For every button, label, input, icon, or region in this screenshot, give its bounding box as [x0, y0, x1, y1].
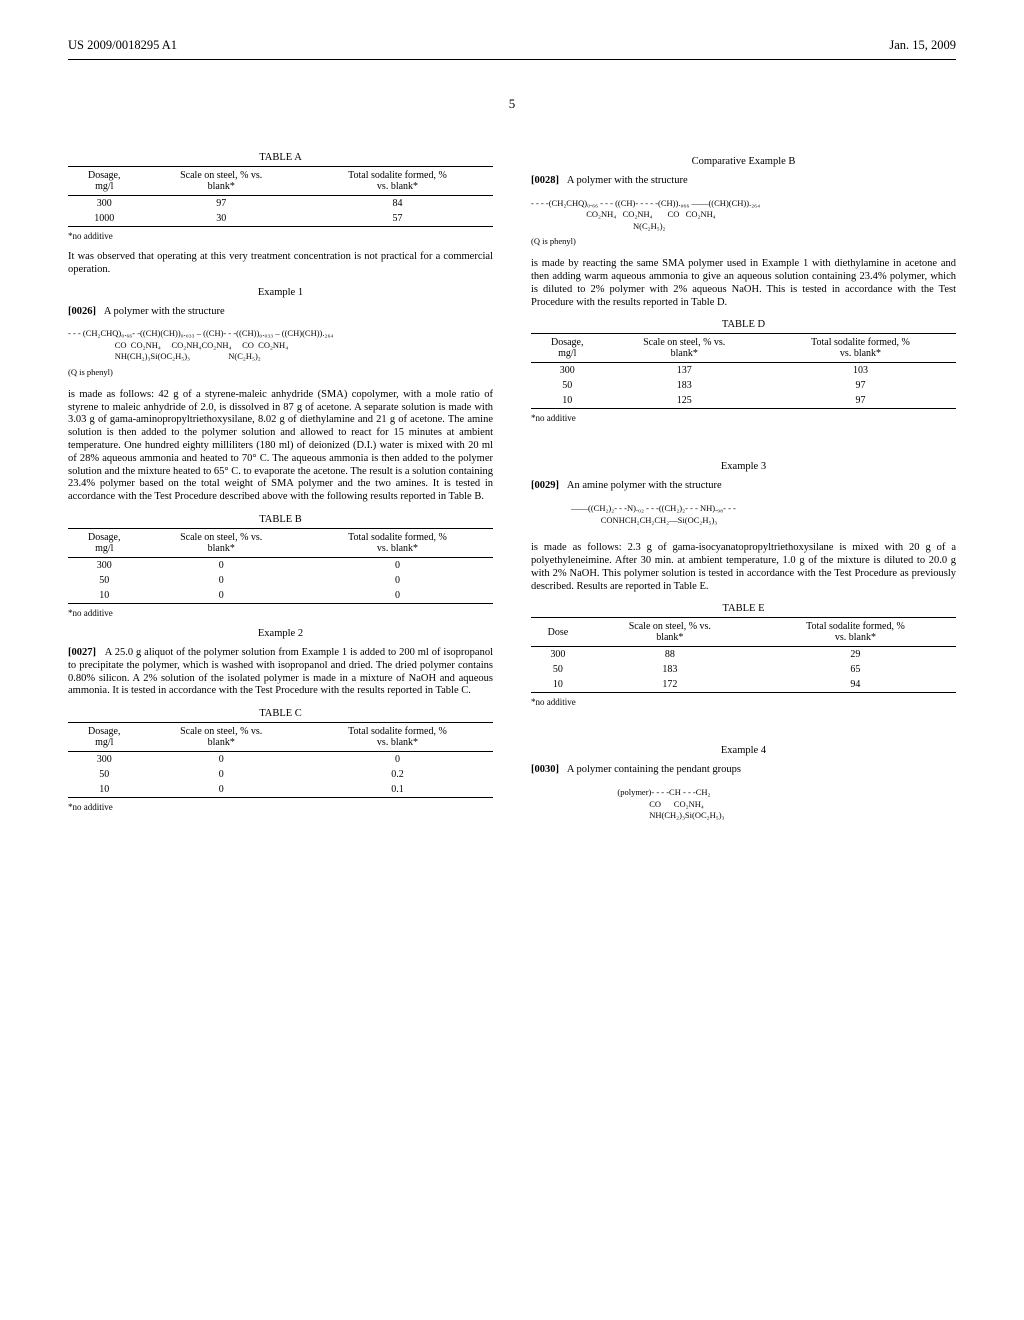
para-text: A polymer with the structure	[567, 175, 688, 186]
table-e-caption: TABLE E	[531, 603, 956, 614]
table-a-caption: TABLE A	[68, 152, 493, 163]
patent-date: Jan. 15, 2009	[889, 38, 956, 53]
header-rule	[68, 59, 956, 60]
table-c: Dosage,mg/l Scale on steel, % vs.blank* …	[68, 722, 493, 798]
para-text: An amine polymer with the structure	[567, 480, 722, 491]
table-row: 5018365	[531, 662, 956, 677]
table-row: 3009784	[68, 196, 493, 212]
table-row: 1012597	[531, 393, 956, 409]
footnote: *no additive	[68, 231, 493, 241]
table-row: 5000.2	[68, 767, 493, 782]
table-header: Scale on steel, % vs.blank*	[585, 618, 755, 647]
table-row: 1000	[68, 588, 493, 604]
table-b-caption: TABLE B	[68, 514, 493, 525]
example-3-title: Example 3	[531, 461, 956, 472]
example-2-title: Example 2	[68, 628, 493, 639]
para-text: A polymer containing the pendant groups	[567, 764, 741, 775]
para-number: [0030]	[531, 764, 559, 775]
table-header: Total sodalite formed, %vs. blank*	[755, 618, 956, 647]
page-number: 5	[68, 96, 956, 112]
paragraph-compB-body: is made by reacting the same SMA polymer…	[531, 258, 956, 309]
table-d-caption: TABLE D	[531, 319, 956, 330]
paragraph-0028: [0028] A polymer with the structure	[531, 175, 956, 188]
table-a: Dosage,mg/l Scale on steel, % vs.blank* …	[68, 166, 493, 227]
paragraph-0029: [0029] An amine polymer with the structu…	[531, 480, 956, 493]
para-text: A 25.0 g aliquot of the polymer solution…	[68, 647, 493, 696]
formula-4: (polymer)- - - -CH - - -CH₂ CO CO₂NH₄ NH…	[611, 787, 956, 821]
q-is-phenyl-note: (Q is phenyl)	[68, 367, 493, 377]
table-row: 5018397	[531, 378, 956, 393]
table-d: Dosage,mg/l Scale on steel, % vs.blank* …	[531, 333, 956, 409]
table-row: 10003057	[68, 211, 493, 227]
table-header: Total sodalite formed, %vs. blank*	[302, 528, 493, 557]
paragraph-0027: [0027] A 25.0 g aliquot of the polymer s…	[68, 647, 493, 698]
table-header: Scale on steel, % vs.blank*	[603, 334, 764, 363]
paragraph: It was observed that operating at this v…	[68, 251, 493, 277]
paragraph-0030: [0030] A polymer containing the pendant …	[531, 764, 956, 777]
table-header: Dosage,mg/l	[68, 167, 140, 196]
table-b: Dosage,mg/l Scale on steel, % vs.blank* …	[68, 528, 493, 604]
table-header: Dosage,mg/l	[68, 723, 140, 752]
footnote: *no additive	[68, 608, 493, 618]
table-row: 30000	[68, 557, 493, 573]
patent-number: US 2009/0018295 A1	[68, 38, 177, 53]
para-number: [0029]	[531, 480, 559, 491]
table-c-caption: TABLE C	[68, 708, 493, 719]
table-header: Dosage,mg/l	[531, 334, 603, 363]
left-column: TABLE A Dosage,mg/l Scale on steel, % vs…	[68, 148, 493, 826]
footnote: *no additive	[68, 802, 493, 812]
para-number: [0027]	[68, 647, 96, 658]
q-is-phenyl-note: (Q is phenyl)	[531, 236, 956, 246]
footnote: *no additive	[531, 413, 956, 423]
paragraph-0026: [0026] A polymer with the structure	[68, 306, 493, 319]
formula-3: ——((CH₂)₂- - -N).₀₂ - - -((CH₂)₂- - - NH…	[571, 503, 956, 526]
para-number: [0028]	[531, 175, 559, 186]
para-text: A polymer with the structure	[104, 306, 225, 317]
table-header: Total sodalite formed, %vs. blank*	[765, 334, 956, 363]
table-row: 1017294	[531, 677, 956, 693]
para-number: [0026]	[68, 306, 96, 317]
two-column-layout: TABLE A Dosage,mg/l Scale on steel, % vs…	[68, 148, 956, 826]
table-e: Dose Scale on steel, % vs.blank* Total s…	[531, 617, 956, 693]
formula-1: - - - (CH₂CHQ)₀.₆₆- -((CH)(CH))₀.₀₃₃ – (…	[68, 328, 493, 362]
table-header: Total sodalite formed, %vs. blank*	[302, 167, 493, 196]
table-header: Dose	[531, 618, 585, 647]
table-row: 3008829	[531, 647, 956, 663]
comparative-b-title: Comparative Example B	[531, 156, 956, 167]
example-1-title: Example 1	[68, 287, 493, 298]
table-header: Scale on steel, % vs.blank*	[140, 167, 301, 196]
paragraph-ex1-body: is made as follows: 42 g of a styrene-ma…	[68, 389, 493, 504]
table-row: 300137103	[531, 363, 956, 379]
example-4-title: Example 4	[531, 745, 956, 756]
table-header: Scale on steel, % vs.blank*	[140, 723, 301, 752]
page-header: US 2009/0018295 A1 Jan. 15, 2009	[68, 38, 956, 53]
right-column: Comparative Example B [0028] A polymer w…	[531, 148, 956, 826]
paragraph-ex3-body: is made as follows: 2.3 g of gama-isocya…	[531, 542, 956, 593]
table-row: 30000	[68, 752, 493, 768]
table-header: Scale on steel, % vs.blank*	[140, 528, 301, 557]
table-row: 1000.1	[68, 782, 493, 798]
table-row: 5000	[68, 573, 493, 588]
formula-2: - - - -(CH₂CHQ)₀.₆₆ - - - ((CH)- - - - -…	[531, 198, 956, 232]
table-header: Total sodalite formed, %vs. blank*	[302, 723, 493, 752]
footnote: *no additive	[531, 697, 956, 707]
table-header: Dosage,mg/l	[68, 528, 140, 557]
